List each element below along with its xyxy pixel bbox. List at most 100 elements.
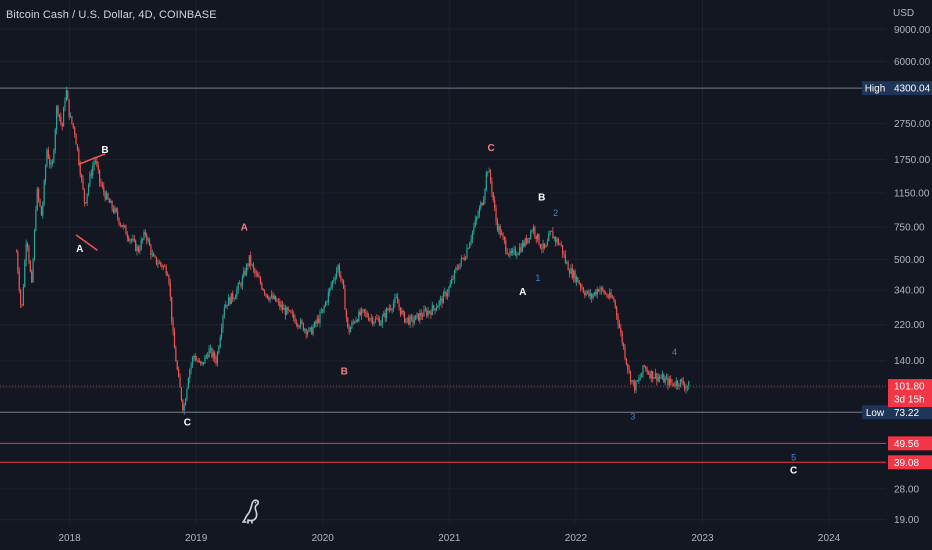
candle-body: [202, 362, 205, 364]
candle-body: [284, 307, 286, 315]
candle-body: [153, 253, 155, 257]
trend-segment: [78, 153, 106, 166]
candle-body: [327, 292, 329, 302]
candle-body: [270, 294, 273, 297]
candle-body: [420, 313, 422, 317]
candle-body: [649, 373, 651, 379]
candle-body: [577, 277, 579, 283]
candle-body: [72, 123, 74, 128]
candle-body: [647, 372, 650, 374]
candle-body: [641, 374, 643, 378]
candle-body: [196, 359, 198, 361]
candle-body: [262, 288, 264, 291]
candle-body: [674, 385, 676, 387]
candle-body: [247, 264, 249, 266]
candle-body: [240, 283, 242, 287]
candle-body: [313, 321, 316, 328]
candle-body: [35, 210, 37, 231]
candle-body: [280, 304, 282, 308]
x-tick-label: 2023: [691, 533, 714, 544]
x-tick-label: 2024: [818, 533, 841, 544]
candle-body: [548, 234, 550, 242]
candle-body: [580, 283, 582, 288]
candle-body: [524, 238, 526, 247]
candle-body: [431, 305, 433, 316]
horizontal-levels: High 4300.04 Low 73.22 49.56 39.08 101.80 3d 15…: [0, 81, 932, 470]
candle-body: [140, 240, 142, 250]
candle-body: [20, 290, 22, 305]
candle-body: [43, 180, 45, 205]
candle-body: [221, 328, 223, 338]
candle-body: [488, 170, 490, 173]
candle-body: [108, 199, 110, 203]
candle-body: [381, 316, 383, 324]
candle-body: [495, 207, 497, 222]
candle-body: [147, 239, 149, 241]
candle-body: [218, 347, 220, 353]
y-axis[interactable]: 9000.00 6000.00 2750.00 1750.00 1150.00 750.0…: [894, 25, 931, 526]
candle-body: [373, 322, 375, 324]
candle-body: [370, 318, 372, 319]
candle-body: [90, 173, 92, 176]
wave-label: A: [519, 287, 526, 298]
candle-body: [129, 239, 131, 241]
candle-body: [67, 90, 69, 100]
candle-body: [115, 208, 117, 212]
candle-body: [57, 106, 59, 115]
candle-body: [123, 225, 126, 227]
candle-body: [430, 312, 432, 316]
candle-body: [616, 306, 618, 316]
candle-body: [688, 381, 690, 386]
candle-body: [76, 144, 79, 150]
candle-body: [372, 318, 374, 324]
tradingview-logo-icon[interactable]: [240, 498, 264, 524]
candle-body: [599, 289, 601, 292]
candle-body: [453, 270, 456, 279]
candle-body: [309, 327, 311, 329]
candle-body: [171, 296, 173, 321]
candle-body: [485, 172, 487, 189]
level-value-badge: [888, 436, 932, 451]
candle-body: [279, 301, 281, 308]
candle-body: [29, 261, 31, 272]
candle-body: [463, 258, 465, 260]
candle-body: [564, 254, 566, 263]
x-tick-label: 2019: [185, 533, 208, 544]
candle-body: [329, 287, 331, 293]
candle-body: [618, 324, 621, 328]
candle-body: [308, 327, 310, 332]
candle-body: [668, 378, 670, 386]
candle-body: [97, 164, 99, 170]
candle-body: [657, 377, 659, 381]
axis-currency-label: USD: [893, 8, 915, 19]
candle-body: [600, 287, 603, 290]
candle-body: [584, 292, 586, 296]
candle-body: [476, 217, 478, 220]
drawn-segments: [75, 153, 106, 251]
candle-body: [286, 307, 288, 315]
candle-body: [326, 301, 328, 303]
candle-body: [324, 302, 327, 307]
candle-body: [266, 294, 268, 299]
candle-body: [679, 379, 682, 387]
candle-body: [455, 268, 457, 271]
candle-body: [190, 364, 192, 370]
candle-body: [467, 248, 469, 249]
candle-body: [87, 185, 90, 194]
candle-body: [232, 293, 234, 300]
candle-body: [397, 297, 399, 304]
candle-body: [624, 347, 626, 359]
candle-body: [85, 202, 87, 204]
candle-body: [505, 240, 507, 251]
candle-body: [362, 309, 364, 311]
candle-body: [517, 253, 519, 255]
y-tick-label: 140.00: [894, 356, 925, 367]
candle-body: [602, 287, 604, 291]
candle-body: [230, 293, 232, 305]
level-value-label: 39.08: [894, 458, 919, 469]
candle-body: [394, 297, 396, 304]
candle-body: [150, 245, 152, 255]
candle-body: [197, 360, 199, 362]
